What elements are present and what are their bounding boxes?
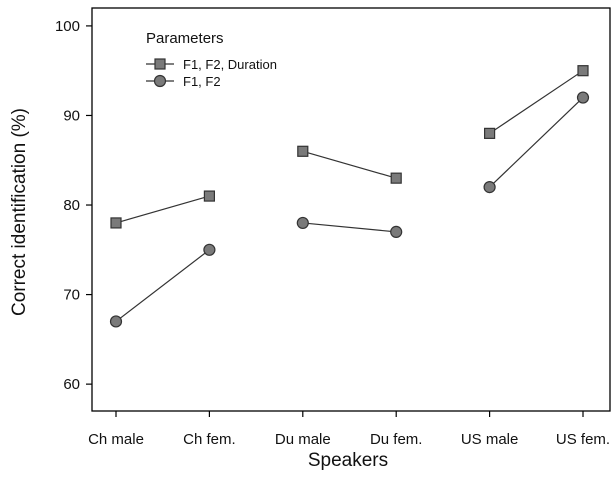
y-tick-label-90: 90 <box>63 107 80 124</box>
series-0-point-4 <box>484 127 496 139</box>
series-0-point-1 <box>203 190 215 202</box>
legend-label-1: F1, F2 <box>183 74 221 89</box>
legend-marker-1 <box>153 74 167 88</box>
series-0-point-2 <box>297 145 309 157</box>
series-0-line-1 <box>302 150 397 179</box>
series-1 <box>109 91 590 328</box>
x-axis: Ch male Ch fem. Du male Du fem. US male US fe… <box>88 411 610 448</box>
series-1-point-2 <box>296 216 309 230</box>
series-0 <box>110 65 589 229</box>
series-1-line-2 <box>489 97 584 188</box>
legend-marker-0 <box>154 58 166 70</box>
legend-label-0: F1, F2, Duration <box>183 57 277 72</box>
series-0-point-5 <box>577 65 589 77</box>
series-1-line-0 <box>115 249 210 322</box>
x-tick-label-4: US male <box>461 431 519 448</box>
y-tick-label-70: 70 <box>63 287 80 304</box>
y-tick-label-100: 100 <box>55 18 80 35</box>
x-tick-label-1: Ch fem. <box>183 431 236 448</box>
series-0-point-3 <box>390 172 402 184</box>
series-layer <box>109 65 590 328</box>
x-axis-title: Speakers <box>308 450 388 471</box>
series-1-point-3 <box>390 225 403 238</box>
y-tick-label-80: 80 <box>63 197 80 214</box>
series-1-point-4 <box>483 181 496 194</box>
legend: Parameters F1, F2, Duration F1, F2 <box>146 30 277 89</box>
series-1-point-5 <box>576 91 590 104</box>
y-axis-title: Correct identification (%) <box>9 108 30 316</box>
x-tick-label-3: Du fem. <box>370 431 423 448</box>
legend-items: F1, F2, Duration F1, F2 <box>146 57 277 89</box>
x-tick-label-0: Ch male <box>88 431 144 448</box>
plot-frame <box>91 7 611 412</box>
series-0-line-2 <box>489 70 584 134</box>
series-1-point-1 <box>203 243 216 256</box>
series-0-point-0 <box>110 217 122 229</box>
x-tick-label-5: US fem. <box>556 431 610 448</box>
series-1-point-0 <box>109 315 123 328</box>
y-axis: 60 70 80 90 100 <box>55 18 92 393</box>
y-tick-label-60: 60 <box>63 376 80 393</box>
series-1-line-1 <box>302 222 397 233</box>
x-tick-label-2: Du male <box>275 431 331 448</box>
series-0-line-0 <box>115 195 210 224</box>
legend-title: Parameters <box>146 30 224 47</box>
